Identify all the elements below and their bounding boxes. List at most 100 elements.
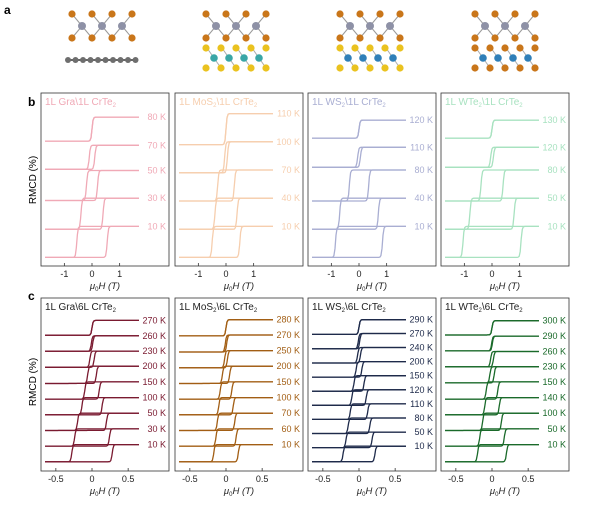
cr-atom (118, 22, 126, 30)
loop-branch-down (179, 349, 273, 369)
metal-atom (225, 54, 233, 62)
plot-frame (40, 92, 170, 267)
x-tick-label: -0.5 (182, 474, 198, 484)
loop-branch-up (312, 375, 406, 392)
te-atom (491, 34, 499, 42)
te-atom (262, 10, 270, 18)
x-axis-label: μ0H (T) (489, 486, 520, 498)
temperature-label: 200 K (276, 361, 300, 371)
temperature-label: 10 K (147, 221, 166, 231)
loop-branch-up (312, 169, 406, 202)
loop-branch-down (45, 197, 139, 230)
chalcogen-atom (486, 44, 494, 52)
x-tick-label: 1 (251, 269, 256, 279)
cr-atom (346, 22, 354, 30)
structure-wte2 (471, 10, 539, 72)
chalcogen-atom (232, 64, 240, 72)
loop-branch-down (45, 335, 139, 352)
te-atom (88, 34, 96, 42)
loop-branch-down (45, 428, 139, 447)
x-tick-label: 0 (356, 474, 361, 484)
x-tick-label: 0 (223, 474, 228, 484)
chalcogen-atom (351, 64, 359, 72)
te-atom (531, 34, 539, 42)
cr-atom (481, 22, 489, 30)
loop-branch-down (45, 443, 139, 463)
plot-frame (40, 297, 170, 472)
loop-branch-down (445, 320, 539, 336)
loop-branch-down (445, 335, 539, 352)
loop-branch-up (445, 443, 539, 463)
metal-atom (509, 54, 517, 62)
plot-frame (307, 92, 437, 267)
loop-branch-up (312, 403, 406, 421)
loop-branch-up (312, 445, 406, 463)
te-atom (262, 34, 270, 42)
loop-branch-up (312, 197, 406, 230)
carbon-atom (110, 57, 116, 63)
loop-branch-up (179, 225, 273, 259)
loop-branch-down (179, 412, 273, 432)
temperature-label: 100 K (542, 408, 566, 418)
loop-branch-down (179, 443, 273, 463)
chalcogen-atom (202, 64, 210, 72)
temperature-label: 10 K (547, 440, 566, 450)
temperature-label: 130 K (542, 115, 566, 125)
loop-branch-down (312, 417, 406, 435)
temperature-label: 290 K (409, 315, 433, 325)
metal-atom (210, 54, 218, 62)
loop-branch-down (179, 141, 273, 174)
chalcogen-atom (217, 44, 225, 52)
x-tick-label: 0 (89, 474, 94, 484)
temperature-label: 120 K (409, 115, 433, 125)
loop-branch-down (45, 225, 139, 259)
carbon-atom (102, 57, 109, 63)
metal-atom (524, 54, 532, 62)
plot-frame (440, 92, 570, 267)
panel-title: 1L WS2\6L CrTe2 (312, 302, 386, 314)
te-atom (336, 10, 344, 18)
loop-branch-down (312, 389, 406, 406)
loop-branch-up (179, 381, 273, 400)
te-atom (396, 10, 404, 18)
loop-branch-down (45, 396, 139, 416)
loop-branch-down (445, 428, 539, 447)
chalcogen-atom (516, 64, 524, 72)
temperature-label: 110 K (410, 399, 433, 409)
te-atom (356, 10, 364, 18)
loop-branch-down (179, 319, 273, 337)
loop-branch-down (312, 119, 406, 139)
temperature-label: 10 K (281, 440, 300, 450)
panel-title: 1L WTe2\1L CrTe2 (445, 97, 523, 109)
x-tick-label: 0.5 (389, 474, 402, 484)
temperature-label: 50 K (547, 424, 566, 434)
metal-atom (389, 54, 397, 62)
panel-title: 1L MoS2\6L CrTe2 (179, 302, 258, 314)
loop-branch-down (445, 396, 539, 416)
loop-branch-up (45, 396, 139, 416)
temperature-label: 100 K (276, 393, 300, 403)
x-tick-label: 1 (117, 269, 122, 279)
chalcogen-atom (471, 64, 479, 72)
chalcogen-atom (531, 64, 539, 72)
carbon-atom (125, 57, 131, 63)
loop-branch-down (179, 169, 273, 202)
te-atom (68, 10, 76, 18)
x-axis-label: μ0H (T) (489, 281, 520, 293)
temperature-label: 70 K (147, 140, 166, 150)
chalcogen-atom (247, 64, 255, 72)
loop-branch-down (45, 412, 139, 432)
chalcogen-atom (217, 64, 225, 72)
chalcogen-atom (366, 44, 374, 52)
chalcogen-atom (202, 44, 210, 52)
panel-letter-a: a (4, 3, 11, 17)
temperature-label: 40 K (414, 193, 433, 203)
loop-branch-up (312, 225, 406, 259)
cr-atom (521, 22, 529, 30)
loop-branch-up (445, 197, 539, 230)
